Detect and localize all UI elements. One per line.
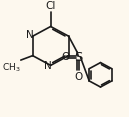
Text: Cl: Cl <box>45 1 56 11</box>
Text: N: N <box>44 61 52 71</box>
Text: O: O <box>62 52 70 62</box>
Text: CH$_3$: CH$_3$ <box>2 61 20 74</box>
Text: N: N <box>26 30 34 40</box>
Text: O: O <box>74 72 82 82</box>
Text: S: S <box>74 51 82 64</box>
